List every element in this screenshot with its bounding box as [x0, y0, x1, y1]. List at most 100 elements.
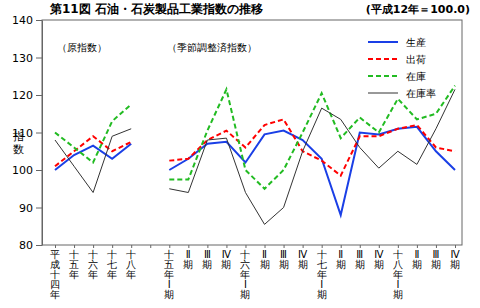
x-tick-mark — [55, 245, 56, 248]
y-tick-label: 80 — [19, 239, 33, 252]
plot-frame — [42, 20, 462, 245]
x-tick-mark — [112, 245, 113, 248]
x-tick-label: 十七年 — [107, 249, 117, 280]
x-tick — [93, 245, 94, 248]
x-tick-label: Ⅱ期 — [412, 249, 422, 270]
y-tick-mark — [36, 133, 42, 134]
x-tick-mark — [226, 245, 227, 248]
x-tick-label: 十六年Ⅰ期 — [240, 249, 250, 300]
y-tick-label: 130 — [12, 52, 33, 65]
title: 第11図 石油・石炭製品工業指数の推移 — [49, 2, 263, 16]
legend-label: 在庫 — [406, 71, 426, 82]
x-tick — [226, 245, 227, 248]
x-tick-label: Ⅲ期 — [355, 249, 365, 270]
x-tick-mark — [188, 245, 189, 248]
x-tick-mark — [379, 245, 380, 248]
legend-swatch — [368, 93, 398, 94]
x-tick-label: Ⅳ期 — [374, 249, 384, 270]
x-tick-labels: 平成十四年十五年十六年十七年十八年十五年Ⅰ期Ⅱ期Ⅲ期Ⅳ期十六年Ⅰ期Ⅱ期Ⅲ期Ⅳ期十… — [50, 249, 460, 300]
legend-swatch — [368, 41, 398, 43]
legend-swatch — [368, 75, 398, 77]
x-tick — [169, 245, 170, 248]
x-tick-mark — [93, 245, 94, 248]
lines — [55, 86, 455, 225]
x-tick-mark — [341, 245, 342, 248]
y-tick-label: 140 — [12, 14, 33, 27]
series-line — [55, 119, 455, 175]
x-tick — [379, 245, 380, 248]
x-tick — [436, 245, 437, 248]
x-tick — [455, 245, 456, 248]
x-tick — [303, 245, 304, 248]
y-tick: 120 — [12, 89, 42, 102]
series-line — [55, 86, 455, 189]
x-tick-mark — [360, 245, 361, 248]
x-tick-label: Ⅳ期 — [450, 249, 460, 270]
y-tick-mark — [36, 20, 42, 21]
legend-label: 出荷 — [406, 54, 426, 65]
y-tick-mark — [36, 170, 42, 171]
x-tick — [188, 245, 189, 248]
x-tick-mark — [322, 245, 323, 248]
y-tick-mark — [36, 95, 42, 96]
x-tick — [360, 245, 361, 248]
x-tick-mark — [417, 245, 418, 248]
series-line — [55, 127, 455, 215]
y-tick: 90 — [19, 202, 42, 215]
x-tick — [131, 245, 132, 248]
x-tick-mark — [207, 245, 208, 248]
x-tick-label: 十八年 — [126, 249, 136, 280]
y-tick-label: 100 — [12, 164, 33, 177]
x-tick — [284, 245, 285, 248]
x-tick-label: Ⅳ期 — [298, 249, 308, 270]
annotation: （原指数） — [57, 42, 107, 53]
x-tick-label: Ⅲ期 — [431, 249, 441, 270]
legend-swatch — [368, 58, 398, 60]
x-tick-label: Ⅱ期 — [260, 249, 270, 270]
x-tick-mark — [131, 245, 132, 248]
x-tick-label: 十五年 — [69, 249, 79, 280]
x-tick-mark — [265, 245, 266, 248]
y-axis: 8090100110120130140 — [12, 14, 43, 252]
x-tick-label: 平成十四年 — [50, 249, 60, 300]
legend-label: 生産 — [406, 37, 426, 48]
y-axis-line — [42, 21, 43, 246]
y-tick-mark — [36, 58, 42, 59]
x-tick-mark — [74, 245, 75, 248]
y-tick-mark — [36, 208, 42, 209]
annotation: （季節調整済指数） — [167, 42, 257, 53]
x-tick — [112, 245, 113, 248]
x-tick-label: 十七年Ⅰ期 — [317, 249, 327, 300]
x-tick-mark — [398, 245, 399, 248]
y-tick-label: 90 — [19, 202, 33, 215]
y-tick: 140 — [12, 14, 42, 27]
series-line — [55, 89, 455, 224]
x-tick-mark — [303, 245, 304, 248]
x-tick — [207, 245, 208, 248]
chart: 第11図 石油・石炭製品工業指数の推移 (平成12年＝100.0) 80 90 100 1… — [0, 0, 480, 308]
x-tick-label: Ⅲ期 — [279, 249, 289, 270]
x-tick — [55, 245, 56, 248]
x-tick-mark — [245, 245, 246, 248]
x-tick — [265, 245, 266, 248]
x-tick-label: 十八年Ⅰ期 — [393, 249, 403, 300]
y-tick-label: 120 — [12, 89, 33, 102]
x-tick — [74, 245, 75, 248]
x-tick-mark — [150, 245, 151, 248]
legend-label: 在庫率 — [406, 88, 436, 99]
y-tick: 100 — [12, 164, 42, 177]
x-tick — [417, 245, 418, 248]
subtitle: (平成12年＝100.0) — [366, 3, 470, 16]
legend: 生産出荷在庫在庫率 — [368, 37, 436, 99]
x-tick — [245, 245, 246, 248]
x-axis — [56, 245, 456, 248]
x-tick-label: Ⅲ期 — [202, 249, 212, 270]
x-tick-mark — [169, 245, 170, 248]
x-tick-label: 十六年 — [88, 249, 98, 280]
x-tick-mark — [436, 245, 437, 248]
y-tick: 80 — [19, 239, 42, 252]
x-tick-label: 十五年Ⅰ期 — [164, 249, 174, 300]
x-tick-label: Ⅳ期 — [221, 249, 231, 270]
x-tick — [398, 245, 399, 248]
x-tick-mark — [284, 245, 285, 248]
